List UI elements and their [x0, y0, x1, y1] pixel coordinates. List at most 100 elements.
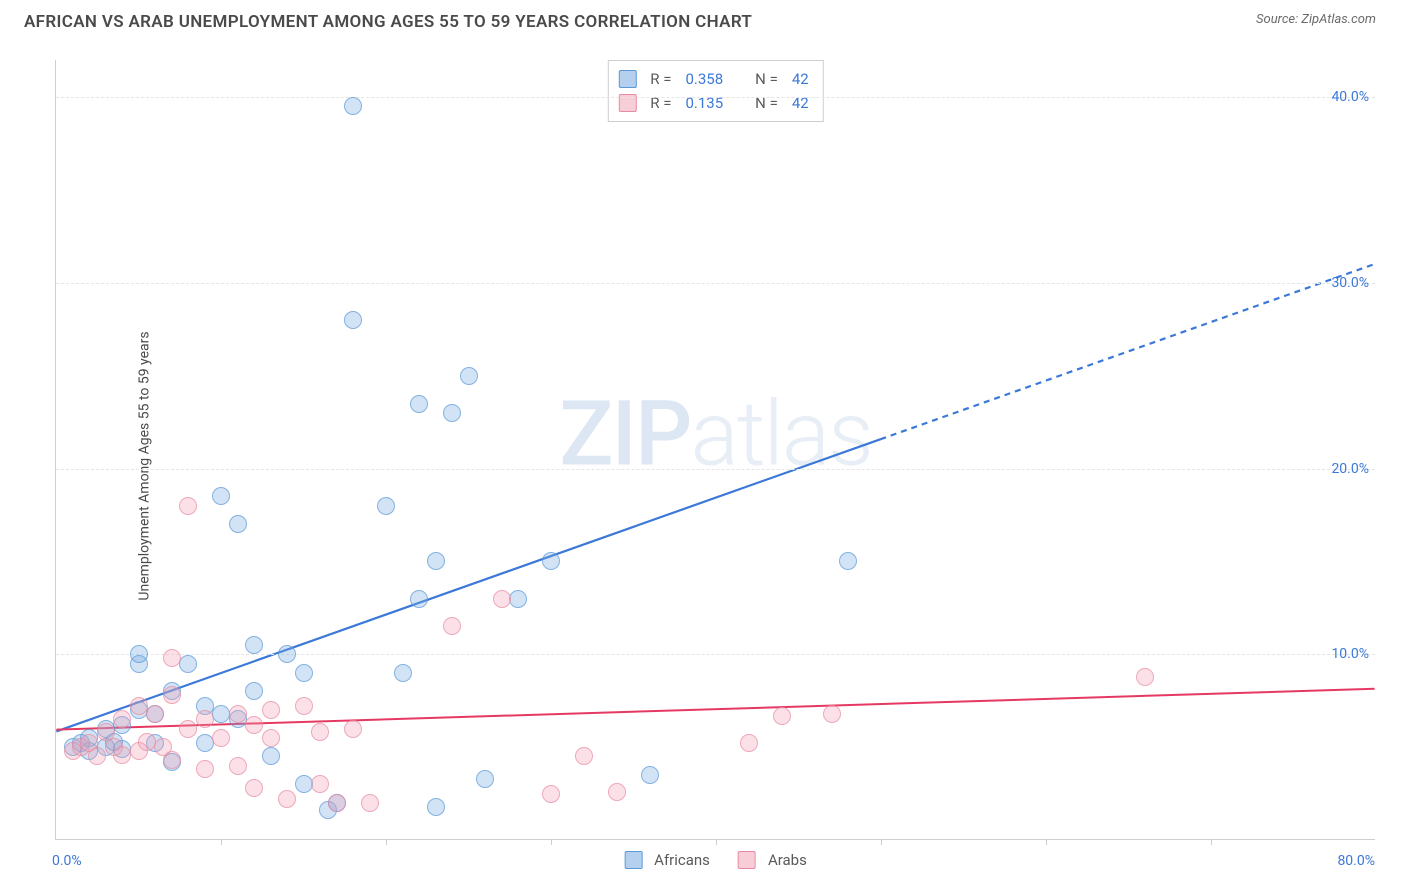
y-tick-label: 40.0% [1331, 89, 1369, 105]
bottom-legend: Africans Arabs [624, 851, 807, 869]
watermark-left: ZIP [559, 381, 690, 486]
legend-swatch-arab [738, 851, 756, 869]
stat-R-label: R = [650, 67, 671, 91]
scatter-point-african [476, 770, 494, 788]
scatter-point-arab [608, 783, 626, 801]
plot-region: ZIPatlas R =0.358N =42R =0.135N =42 Afri… [55, 60, 1375, 840]
chart-title: AFRICAN VS ARAB UNEMPLOYMENT AMONG AGES … [24, 12, 752, 32]
scatter-point-arab [361, 794, 379, 812]
scatter-point-arab [575, 747, 593, 765]
gridline-h [56, 283, 1375, 284]
scatter-point-african [641, 766, 659, 784]
scatter-point-african [344, 97, 362, 115]
scatter-point-arab [229, 705, 247, 723]
scatter-point-african [377, 497, 395, 515]
scatter-point-arab [88, 747, 106, 765]
title-bar: AFRICAN VS ARAB UNEMPLOYMENT AMONG AGES … [0, 0, 1406, 32]
chart-area: Unemployment Among Ages 55 to 59 years Z… [0, 40, 1406, 892]
scatter-point-african [179, 655, 197, 673]
scatter-point-african [394, 664, 412, 682]
scatter-point-arab [163, 649, 181, 667]
scatter-point-arab [740, 734, 758, 752]
scatter-point-african [460, 367, 478, 385]
scatter-point-arab [229, 757, 247, 775]
scatter-point-arab [113, 710, 131, 728]
scatter-point-african [443, 404, 461, 422]
scatter-point-african [839, 552, 857, 570]
x-tick [1211, 839, 1212, 845]
scatter-point-arab [328, 794, 346, 812]
scatter-point-arab [262, 701, 280, 719]
scatter-point-african [295, 775, 313, 793]
scatter-point-african [196, 734, 214, 752]
scatter-point-african [509, 590, 527, 608]
x-max-label: 80.0% [1337, 853, 1375, 869]
scatter-point-african [427, 798, 445, 816]
legend-swatch-african [618, 70, 636, 88]
scatter-point-african [410, 590, 428, 608]
scatter-point-arab [130, 697, 148, 715]
scatter-point-arab [262, 729, 280, 747]
scatter-point-arab [196, 710, 214, 728]
legend-item-african: Africans [624, 851, 710, 869]
scatter-point-arab [138, 733, 156, 751]
x-origin-label: 0.0% [52, 853, 82, 869]
stat-N-value: 42 [792, 67, 809, 91]
scatter-point-arab [196, 760, 214, 778]
stats-box: R =0.358N =42R =0.135N =42 [607, 60, 823, 122]
x-tick [221, 839, 222, 845]
scatter-point-african [410, 395, 428, 413]
scatter-point-arab [493, 590, 511, 608]
legend-label: Arabs [768, 851, 807, 869]
y-tick-label: 10.0% [1331, 646, 1369, 662]
scatter-point-arab [311, 723, 329, 741]
scatter-point-african [229, 515, 247, 533]
scatter-point-arab [245, 716, 263, 734]
y-tick-label: 20.0% [1331, 461, 1369, 477]
scatter-point-arab [542, 785, 560, 803]
scatter-point-arab [212, 729, 230, 747]
x-tick [551, 839, 552, 845]
scatter-point-african [212, 487, 230, 505]
watermark: ZIPatlas [559, 381, 872, 486]
scatter-point-arab [113, 746, 131, 764]
scatter-point-arab [773, 707, 791, 725]
scatter-point-arab [278, 790, 296, 808]
stat-R-label: R = [650, 91, 671, 115]
scatter-point-arab [179, 497, 197, 515]
scatter-point-african [427, 552, 445, 570]
scatter-point-african [262, 747, 280, 765]
source-label: Source: ZipAtlas.com [1256, 12, 1376, 27]
scatter-point-african [344, 311, 362, 329]
gridline-h [56, 654, 1375, 655]
legend-label: Africans [654, 851, 710, 869]
stat-N-label: N = [755, 91, 778, 115]
trend-line-dash-african [880, 264, 1374, 439]
stat-R-value: 0.135 [685, 91, 723, 115]
scatter-point-african [130, 645, 148, 663]
stat-N-value: 42 [792, 91, 809, 115]
x-tick [881, 839, 882, 845]
scatter-point-arab [146, 705, 164, 723]
scatter-point-arab [443, 617, 461, 635]
scatter-point-arab [344, 720, 362, 738]
scatter-point-african [295, 664, 313, 682]
gridline-h [56, 469, 1375, 470]
y-tick-label: 30.0% [1331, 275, 1369, 291]
scatter-point-african [245, 636, 263, 654]
scatter-point-african [245, 682, 263, 700]
stats-row: R = 0.135 N = 42 [618, 91, 812, 115]
legend-swatch-african [624, 851, 642, 869]
scatter-point-arab [1136, 668, 1154, 686]
gridline-h [56, 97, 1375, 98]
stat-N-label: N = [755, 67, 778, 91]
scatter-point-arab [163, 751, 181, 769]
scatter-point-african [278, 645, 296, 663]
scatter-point-arab [163, 686, 181, 704]
watermark-right: atlas [690, 381, 871, 486]
scatter-point-arab [311, 775, 329, 793]
x-tick [716, 839, 717, 845]
scatter-point-african [542, 552, 560, 570]
x-tick [1046, 839, 1047, 845]
x-tick [386, 839, 387, 845]
